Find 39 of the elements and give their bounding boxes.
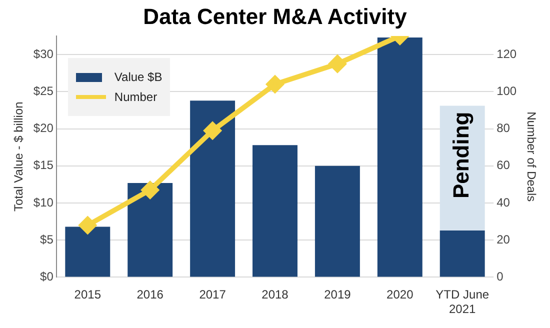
- y2-tick-label: 60: [496, 158, 510, 172]
- y-tick-label: $5: [40, 232, 54, 246]
- point: [204, 122, 222, 140]
- x-tick-label: 2016: [136, 288, 164, 302]
- y-axis-title: Total Value - $ billion: [12, 102, 26, 212]
- y-tick-label: $20: [33, 121, 54, 136]
- y2-tick-label: 80: [496, 121, 510, 136]
- y2-tick-label: 100: [496, 84, 517, 98]
- y-tick-label: $30: [33, 46, 54, 61]
- x-tick-label: YTD June 2021: [436, 288, 490, 316]
- bar: [252, 145, 298, 277]
- x-tick-label: 2017: [199, 288, 226, 302]
- legend-label: Number: [114, 90, 158, 104]
- point: [266, 76, 284, 93]
- legend-label: Value $B: [114, 70, 162, 84]
- chart-title: Data Center M&A Activity: [142, 4, 408, 30]
- point: [142, 181, 159, 198]
- series-label: Pending: [448, 112, 474, 199]
- point: [79, 216, 96, 234]
- bar: [65, 226, 110, 277]
- bar: [128, 182, 173, 277]
- bar: [314, 166, 360, 277]
- x-tick-label: 2018: [262, 288, 289, 302]
- x-tick-label: 2020: [386, 288, 414, 302]
- y2-tick-label: 40: [496, 195, 510, 210]
- bar: [190, 100, 236, 277]
- y-tick-label: $15: [33, 158, 54, 172]
- bar: [440, 230, 485, 277]
- bar: [377, 37, 422, 277]
- y2-tick-label: 120: [496, 46, 517, 61]
- x-tick-label: 2015: [74, 288, 102, 302]
- y-tick-label: $10: [33, 195, 54, 210]
- y-tick-label: $0: [40, 270, 54, 284]
- y2-tick-label: 0: [496, 270, 504, 284]
- x-tick-label: 2019: [324, 288, 352, 302]
- y2-axis-title: Number of Deals: [524, 112, 538, 202]
- y2-tick-label: 20: [496, 232, 510, 246]
- point: [328, 55, 346, 72]
- y-tick-label: $25: [33, 84, 54, 98]
